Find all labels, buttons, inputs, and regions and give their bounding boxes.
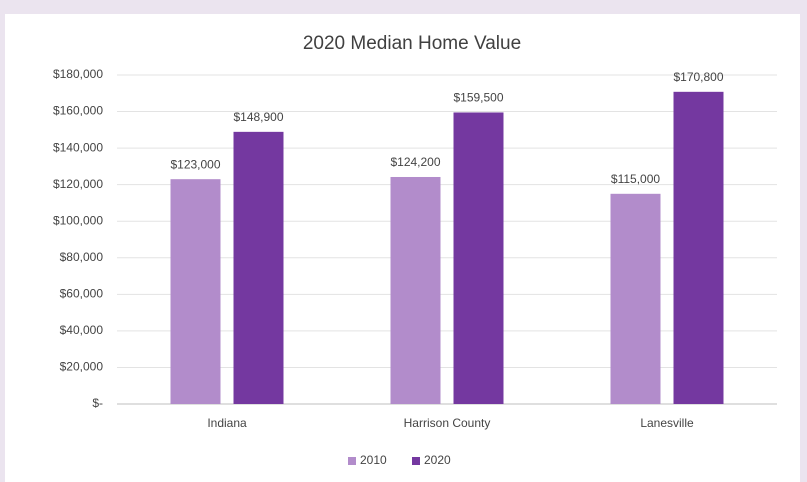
y-tick-label: $140,000 — [53, 140, 103, 154]
bar — [170, 179, 221, 404]
y-tick-label: $180,000 — [53, 67, 103, 81]
x-tick-label: Lanesville — [640, 416, 694, 430]
bar — [673, 91, 724, 404]
y-tick-label: $60,000 — [60, 287, 104, 301]
legend-label: 2020 — [424, 453, 451, 467]
chart-title: 2020 Median Home Value — [303, 33, 521, 54]
x-tick-label: Harrison County — [404, 416, 491, 430]
bar — [453, 112, 504, 404]
y-tick-label: $40,000 — [60, 323, 104, 337]
y-tick-label: $20,000 — [60, 360, 104, 374]
y-tick-label: $80,000 — [60, 250, 104, 264]
data-label: $115,000 — [611, 172, 660, 186]
data-label: $123,000 — [170, 157, 220, 171]
y-tick-label: $120,000 — [53, 177, 103, 191]
legend-swatch — [412, 457, 420, 465]
y-tick-label: $- — [92, 396, 103, 410]
data-label: $148,900 — [233, 110, 283, 124]
bar — [610, 193, 661, 404]
bar — [233, 131, 284, 405]
legend-swatch — [348, 457, 356, 465]
legend-label: 2010 — [360, 453, 387, 467]
data-label: $124,200 — [390, 155, 440, 169]
x-tick-label: Indiana — [207, 416, 247, 430]
y-tick-label: $100,000 — [53, 213, 103, 227]
data-label: $170,800 — [673, 70, 723, 84]
bar — [390, 176, 441, 404]
y-tick-label: $160,000 — [53, 104, 103, 118]
data-label: $159,500 — [453, 91, 503, 105]
